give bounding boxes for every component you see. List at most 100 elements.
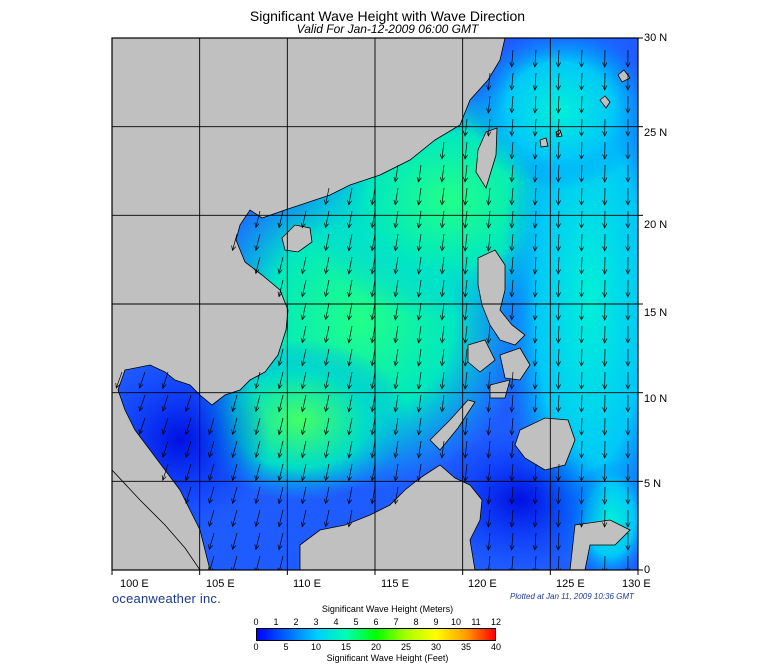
wave-direction-arrow [532,187,538,206]
wave-direction-arrow [509,210,515,229]
wave-direction-arrow [602,440,608,459]
wave-direction-arrow [439,371,445,390]
wave-direction-arrow [208,509,215,528]
wave-direction-arrow [347,394,353,413]
wave-direction-arrow [300,417,307,436]
wave-direction-arrow [277,509,284,528]
wave-direction-arrow [300,256,307,275]
wave-direction-arrow [208,463,215,482]
colorbar-feet-label: 30 [430,642,442,652]
wave-direction-arrow [625,279,631,298]
wave-direction-arrow [579,302,585,321]
wave-direction-arrow [393,210,399,229]
colorbar-meter-label: 2 [293,617,299,627]
wave-direction-arrow [323,417,330,436]
lon-label-110: 110 E [293,578,321,590]
wave-direction-arrow [416,164,422,183]
wave-direction-arrow [555,279,561,298]
wave-direction-arrow [579,210,585,229]
wave-direction-arrow [509,509,515,528]
colorbar-feet-label: 15 [340,642,352,652]
wave-direction-arrow [184,417,192,436]
mindanao-island [514,417,576,471]
wave-direction-arrow [347,210,353,229]
wave-direction-arrow [300,509,307,528]
wave-direction-arrow [463,371,469,390]
wave-direction-arrow [579,279,585,298]
wave-direction-arrow [602,325,608,344]
wave-direction-arrow [486,509,492,528]
wave-direction-arrow [277,256,284,275]
wave-direction-arrow [323,302,330,321]
luzon-island [477,249,526,346]
wave-direction-arrow [231,509,238,528]
wave-direction-arrow [532,210,538,229]
wave-direction-arrow [625,440,631,459]
wave-direction-arrow [231,463,238,482]
wave-direction-arrow [439,394,445,413]
wave-direction-arrow [416,302,422,321]
ryukyu-islands [539,69,631,148]
wave-direction-arrow [254,256,261,275]
wave-direction-arrow [439,279,445,298]
wave-direction-arrow [579,417,585,436]
wave-direction-arrow [393,463,399,482]
wave-direction-arrow [300,440,307,459]
wave-direction-arrow [463,118,469,137]
wave-direction-arrow [300,302,307,321]
wave-direction-arrow [602,279,608,298]
wave-direction-arrow [370,463,376,482]
wave-direction-arrow [532,394,538,413]
wave-direction-arrow [323,486,330,505]
wave-direction-arrow [393,164,399,183]
wave-direction-arrow [579,256,585,275]
wave-direction-arrow [555,371,561,390]
wave-direction-arrow [555,233,561,252]
lat-label-25: 25 N [644,127,668,139]
wave-direction-arrow [323,463,330,482]
wave-direction-arrow [463,233,469,252]
wave-direction-arrow [555,532,561,551]
colorbar-meter-label: 0 [253,617,259,627]
wave-direction-arrow [532,95,538,114]
wave-direction-arrow [463,256,469,275]
wave-direction-arrow [579,187,585,206]
wave-direction-arrow [463,463,469,482]
wave-direction-arrow [579,49,585,68]
wave-direction-arrow [532,509,538,528]
map-title: Significant Wave Height with Wave Direct… [249,8,526,24]
wave-direction-arrow [393,302,399,321]
wave-direction-arrow [532,233,538,252]
wave-direction-arrow [509,532,515,551]
wave-direction-arrow [231,486,238,505]
wave-direction-arrow [625,394,631,413]
wave-height-colorbar [256,628,496,641]
wave-direction-arrow [463,348,469,367]
wave-direction-arrow [555,509,561,528]
lon-label-120: 120 E [468,578,497,590]
wave-direction-arrow [323,348,330,367]
wave-direction-arrow [439,302,445,321]
wave-direction-arrow [532,49,538,68]
wave-direction-arrow [625,164,631,183]
wave-direction-arrow [625,72,631,91]
map-subtitle: Valid For Jan-12-2009 06:00 GMT [296,22,479,36]
lon-label-115: 115 E [381,578,409,590]
wave-direction-arrow [277,532,284,551]
colorbar-title-feet: Significant Wave Height (Feet) [326,653,449,663]
wave-direction-arrow [347,509,353,528]
wave-direction-arrow [184,486,192,505]
wave-direction-arrow [300,348,307,367]
wave-direction-arrow [416,279,422,298]
wave-direction-arrow [555,95,561,114]
borneo-island [299,464,483,570]
wave-direction-arrow [625,118,631,137]
wave-direction-arrow [509,72,515,91]
wave-direction-arrow [277,348,284,367]
wave-direction-arrow [555,210,561,229]
wave-direction-arrow [602,302,608,321]
wave-direction-arrow [393,440,399,459]
wave-direction-arrow [184,394,192,413]
wave-direction-arrow [579,95,585,114]
